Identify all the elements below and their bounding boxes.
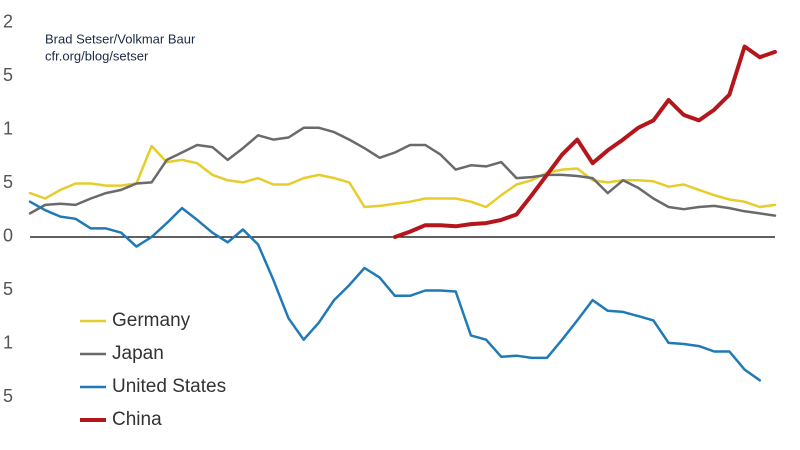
y-tick-label: 5 [3,386,13,406]
y-tick-label: 1 [3,119,13,139]
legend-label: Japan [112,343,164,364]
legend-label: Germany [112,310,191,331]
y-tick-label: 5 [3,279,13,299]
y-tick-label: 5 [3,65,13,85]
y-tick-label: 0 [3,226,13,246]
source: cfr.org/blog/setser [45,48,149,63]
legend-label: China [112,409,162,430]
series-line [28,144,777,209]
legend-label: United States [112,376,226,397]
series-line [28,126,777,217]
y-tick-label: 5 [3,172,13,192]
series-line [392,44,777,239]
source: Brad Setser/Volkmar Baur [45,31,196,46]
y-tick-label: 1 [3,333,13,353]
y-tick-label: 2 [3,12,13,32]
series-line [28,200,762,382]
